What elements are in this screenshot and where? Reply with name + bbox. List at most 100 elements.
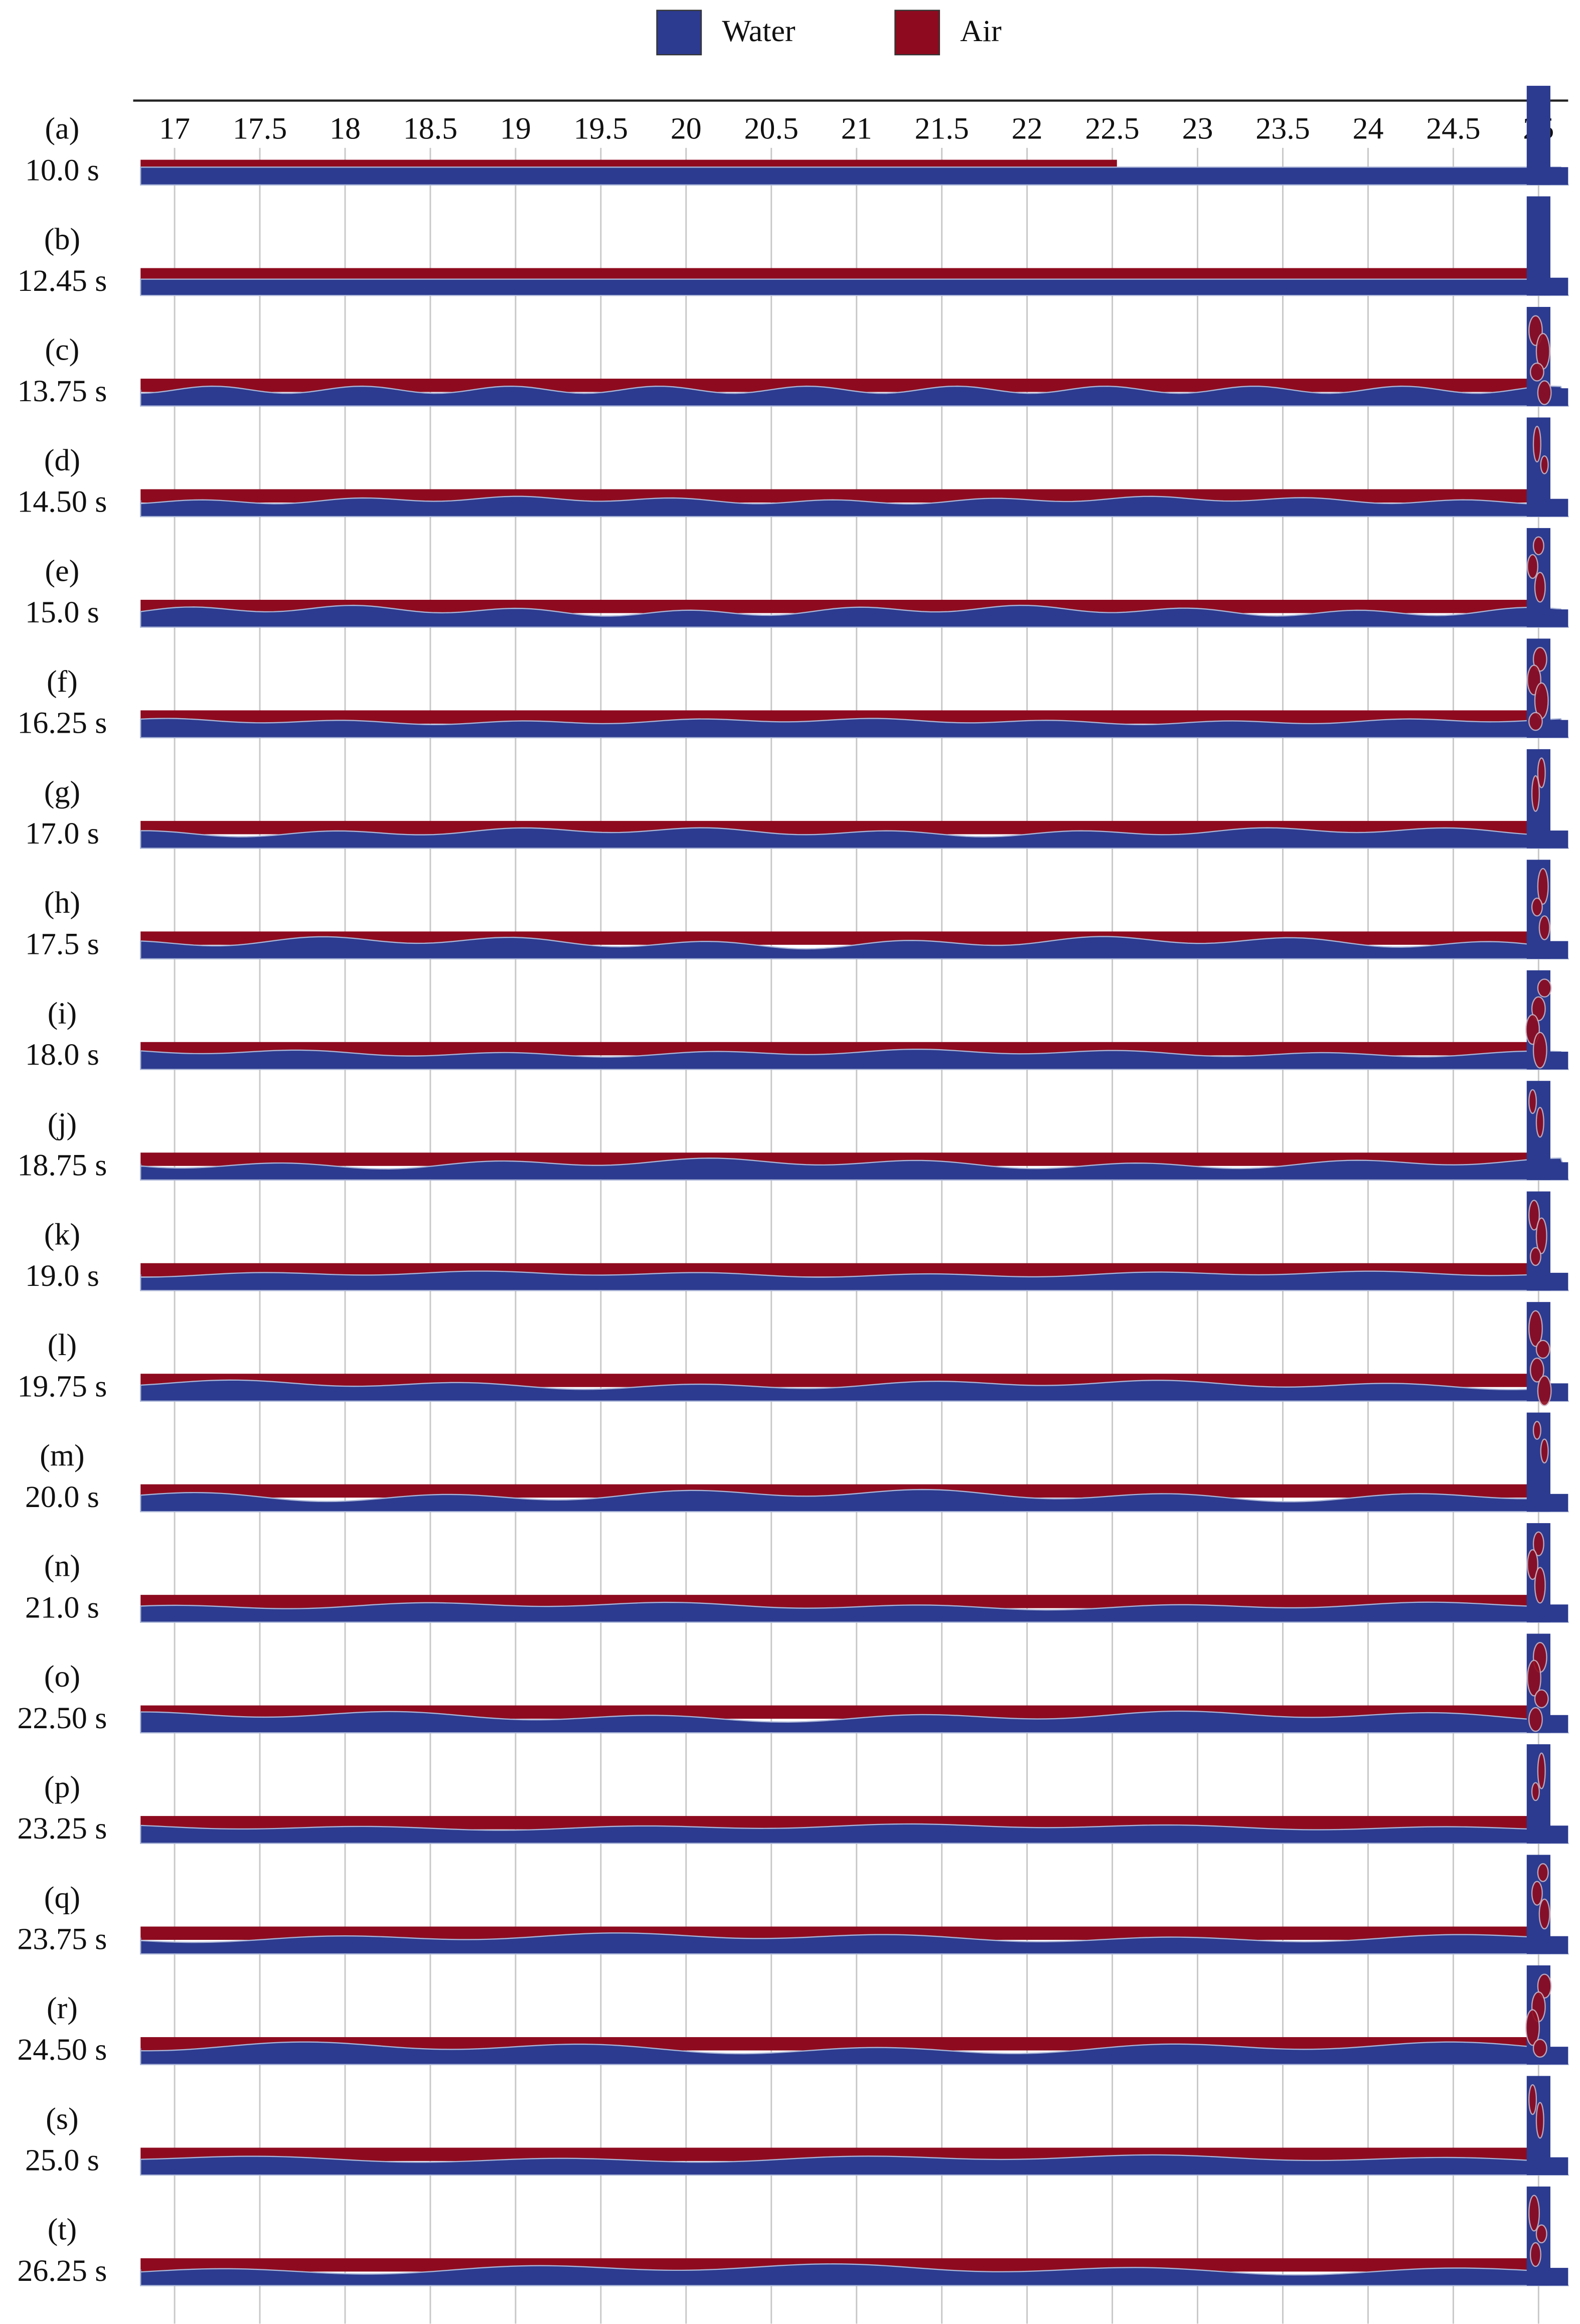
water-layer bbox=[140, 2263, 1569, 2286]
panel-time: 10.0 s bbox=[25, 153, 99, 187]
pipe-air-pocket bbox=[1527, 1659, 1541, 1697]
pipe-air-pocket bbox=[1531, 775, 1540, 812]
pipe-air-pocket bbox=[1528, 2084, 1537, 2115]
water-layer bbox=[140, 1048, 1569, 1070]
tick-label: 19.5 bbox=[574, 112, 628, 146]
tick-label: 21.5 bbox=[914, 112, 969, 146]
panel-label: (k) bbox=[44, 1217, 80, 1251]
legend-swatch bbox=[656, 10, 702, 56]
panel-label: (p) bbox=[44, 1770, 80, 1804]
panel-label: (i) bbox=[48, 996, 77, 1030]
pipe-air-pocket bbox=[1537, 978, 1552, 998]
pipe-air-pocket bbox=[1537, 1375, 1552, 1406]
panel-label: (d) bbox=[44, 443, 80, 477]
pipe-air-pocket bbox=[1531, 897, 1543, 917]
pipe-air-pocket bbox=[1527, 554, 1539, 579]
panel-label: (a) bbox=[45, 112, 80, 146]
tick-label: 22 bbox=[1012, 112, 1043, 146]
pipe-air-pocket bbox=[1535, 1217, 1547, 1254]
panel-time: 22.50 s bbox=[17, 1701, 107, 1735]
pipe-air-pocket bbox=[1534, 1567, 1546, 1604]
water-layer bbox=[140, 2041, 1569, 2065]
tick-label: 18.5 bbox=[403, 112, 457, 146]
pipe-air-pocket bbox=[1540, 1438, 1549, 1464]
panel-time: 25.0 s bbox=[25, 2143, 99, 2178]
panel-label: (c) bbox=[45, 333, 80, 367]
air-layer bbox=[140, 1374, 1530, 1387]
pipe-air-pocket bbox=[1531, 1881, 1543, 1906]
water-layer bbox=[140, 1270, 1569, 1291]
panel-label: (f) bbox=[47, 665, 78, 699]
legend-label: Water bbox=[722, 14, 796, 48]
water-layer bbox=[140, 385, 1569, 407]
panel-time: 17.5 s bbox=[25, 927, 99, 961]
water-layer bbox=[140, 936, 1569, 960]
panel-time: 18.0 s bbox=[25, 1038, 99, 1072]
tick-label: 22.5 bbox=[1085, 112, 1139, 146]
pipe-air-pocket bbox=[1540, 455, 1549, 474]
water-layer bbox=[140, 167, 1569, 186]
panel-label: (t) bbox=[48, 2213, 77, 2247]
pipe-air-pocket bbox=[1538, 915, 1550, 940]
pipe-air-pocket bbox=[1535, 1107, 1544, 1138]
tick-label: 20.5 bbox=[744, 112, 799, 146]
tick-label: 18 bbox=[330, 112, 361, 146]
water-layer bbox=[140, 1488, 1569, 1513]
water-layer bbox=[140, 1379, 1569, 1402]
tick-label: 23 bbox=[1182, 112, 1213, 146]
panel-time: 19.0 s bbox=[25, 1259, 99, 1293]
water-layer bbox=[140, 2154, 1569, 2176]
water-layer bbox=[140, 718, 1569, 739]
water-layer bbox=[140, 604, 1569, 628]
panel-label: (o) bbox=[44, 1659, 80, 1694]
panel-time: 18.75 s bbox=[17, 1148, 107, 1182]
pipe-air-pocket bbox=[1535, 2224, 1547, 2244]
panel-time: 12.45 s bbox=[17, 264, 107, 298]
pipe-air-pocket bbox=[1537, 1752, 1546, 1789]
pipe-air-pocket bbox=[1529, 1358, 1544, 1383]
pipe-air-pocket bbox=[1538, 1898, 1550, 1930]
tick-label: 17.5 bbox=[233, 112, 287, 146]
pipe bbox=[1526, 86, 1550, 185]
pipe-air-pocket bbox=[1528, 1310, 1543, 1347]
air-layer bbox=[140, 1152, 1530, 1166]
water-layer bbox=[140, 1823, 1569, 1844]
pipe bbox=[1526, 196, 1550, 296]
pipe-air-pocket bbox=[1537, 1863, 1549, 1882]
tick-label: 17 bbox=[159, 112, 190, 146]
panel-time: 24.50 s bbox=[17, 2033, 107, 2067]
pipe-air-pocket bbox=[1537, 380, 1552, 405]
legend-label: Air bbox=[960, 14, 1002, 48]
pipe-air-pocket bbox=[1534, 572, 1546, 603]
pipe-air-pocket bbox=[1532, 1032, 1547, 1069]
pipe-air-pocket bbox=[1529, 362, 1544, 382]
pipe-air-pocket bbox=[1532, 536, 1544, 556]
water-layer bbox=[140, 1710, 1569, 1734]
panel-label: (j) bbox=[48, 1107, 77, 1141]
pipe-air-pocket bbox=[1529, 2242, 1541, 2267]
tick-label: 24.5 bbox=[1426, 112, 1480, 146]
pipe-air-pocket bbox=[1537, 868, 1549, 905]
pipe-air-pocket bbox=[1528, 1200, 1540, 1231]
pipe-air-pocket bbox=[1532, 425, 1541, 463]
water-layer bbox=[140, 827, 1569, 849]
pipe-air-pocket bbox=[1532, 2039, 1547, 2058]
panel-label: (q) bbox=[44, 1881, 80, 1915]
panel-time: 14.50 s bbox=[17, 485, 107, 519]
panel-label: (l) bbox=[48, 1328, 77, 1362]
panel-time: 13.75 s bbox=[17, 374, 107, 408]
panel-label: (m) bbox=[40, 1438, 84, 1472]
pipe-air-pocket bbox=[1528, 1089, 1537, 1114]
tick-label: 23.5 bbox=[1255, 112, 1310, 146]
panel-label: (h) bbox=[44, 886, 80, 920]
panel-label: (g) bbox=[44, 775, 80, 809]
panel-label: (b) bbox=[44, 222, 80, 256]
water-layer bbox=[140, 495, 1569, 518]
tick-label: 20 bbox=[671, 112, 702, 146]
pipe-air-pocket bbox=[1535, 1340, 1550, 1359]
panel-time: 26.25 s bbox=[17, 2254, 107, 2288]
pipe-air-pocket bbox=[1528, 2195, 1540, 2232]
pipe-air-pocket bbox=[1529, 1247, 1541, 1266]
